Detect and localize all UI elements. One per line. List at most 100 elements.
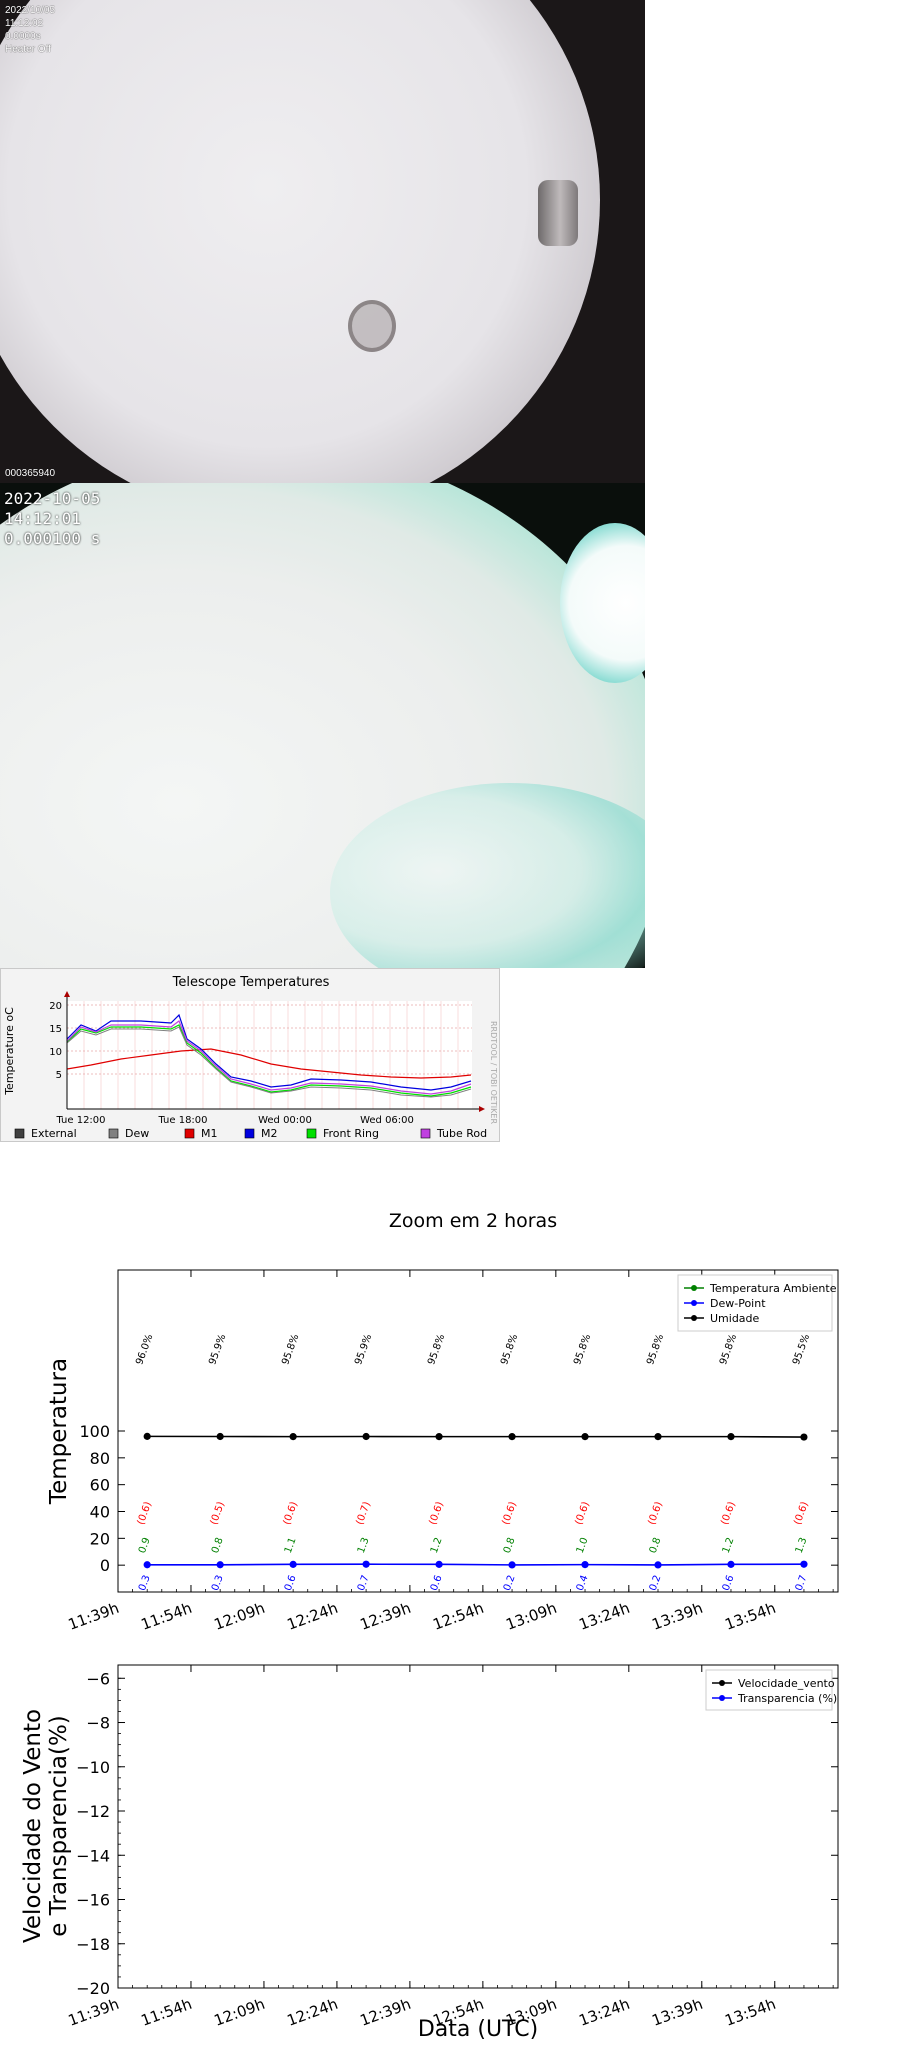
telescope-y-tick-label: 20 (49, 1001, 62, 1012)
telescope-x-ticks: Tue 12:00 Tue 18:00 Wed 00:00 Wed 06:00 (55, 1115, 413, 1126)
wind-transparency-axes: Velocidade do Vento e Transparencia(%) −… (20, 1664, 839, 2030)
legend-label: Temperatura Ambiente (709, 1282, 837, 1295)
bright-glare (560, 523, 645, 683)
x-tick-label: 11:39h (66, 1995, 122, 2030)
wind-y-ticks: −6 −8 −10 −12 −14 −16 −18 −20 (76, 1669, 838, 1998)
legend-swatch-icon (420, 1128, 431, 1139)
y-tick-label: −8 (86, 1714, 110, 1733)
telescope-x-tick-label: Wed 00:00 (258, 1115, 312, 1126)
tube-rod-line (66, 1020, 472, 1095)
temperature-y-label: Temperatura (46, 1358, 72, 1505)
telescope-x-tick-label: Wed 06:00 (360, 1115, 414, 1126)
x-tick-label: 12:09h (212, 1599, 268, 1634)
data-value-label: 0.2 (648, 1574, 664, 1593)
camera-top-heater-status: Heater Off (5, 44, 51, 55)
series-point (654, 1561, 662, 1569)
telescope-series-lines (66, 1013, 472, 1098)
x-tick-label: 13:39h (649, 1599, 705, 1634)
series-point (216, 1561, 224, 1569)
legend-label: Transparencia (%) (737, 1692, 837, 1705)
series-point (800, 1433, 808, 1441)
camera-bottom-time: 14:12:01 (4, 509, 82, 528)
legend-label: Velocidade_vento (738, 1677, 835, 1690)
camera-bottom-info: 2022-10-05 14:12:01 0.000100 s (4, 489, 100, 549)
legend-swatch-icon (14, 1128, 25, 1139)
y-tick-label: −12 (76, 1802, 110, 1821)
legend-box (705, 1669, 833, 1711)
series-point (143, 1432, 151, 1440)
data-value-label: 0.8 (648, 1536, 664, 1555)
data-value-label: 0.7 (356, 1574, 372, 1593)
x-tick-label: 11:54h (139, 1995, 195, 2030)
legend-marker-icon (691, 1300, 697, 1306)
legend-marker-icon (719, 1680, 725, 1686)
temperature-y-ticks: 0 20 40 60 80 100 (79, 1422, 838, 1575)
dew-line (66, 1026, 472, 1098)
y-tick-label: 0 (100, 1556, 110, 1575)
wind-y-label-line-1: Velocidade do Vento (20, 1709, 46, 1943)
legend-swatch-icon (306, 1128, 317, 1139)
telescope-y-tick-label: 5 (56, 1070, 62, 1081)
telescope-y-axis-label: Temperature oC (3, 1007, 16, 1096)
y-axis-arrow-icon (64, 991, 70, 997)
series-point (216, 1432, 224, 1441)
weather-zoom-figure: Zoom em 2 horas Temperatura 0 20 40 60 80 100… (0, 1190, 910, 2043)
legend-label: Dew-Point (710, 1297, 766, 1310)
series-point (581, 1433, 589, 1441)
wind-plot-frame (117, 1664, 839, 1989)
legend-label: Umidade (710, 1312, 760, 1325)
telescope-y-ticks: 20 15 10 5 (49, 1001, 62, 1081)
series-point (727, 1560, 735, 1568)
telescope-legend-label: M1 (201, 1127, 218, 1140)
x-tick-label: 13:39h (649, 1995, 705, 2030)
series-point (654, 1433, 662, 1441)
series-point (581, 1561, 589, 1569)
y-tick-label: 100 (79, 1422, 110, 1441)
data-value-label: 0.3 (210, 1574, 226, 1593)
figure-title: Zoom em 2 horas (389, 1210, 557, 1232)
series-point (435, 1560, 443, 1568)
data-value-label: 0.9 (137, 1536, 153, 1555)
data-value-label: 1.3 (794, 1536, 810, 1555)
legend-marker-icon (719, 1695, 725, 1701)
x-tick-label: 12:39h (358, 1995, 414, 2030)
legend-marker-icon (691, 1285, 697, 1291)
camera-top-time: 11:12:02 (5, 18, 44, 29)
series-point (289, 1433, 297, 1441)
y-tick-label: −10 (76, 1758, 110, 1777)
data-value-label: 1.2 (721, 1536, 737, 1555)
data-value-label: 0.8 (210, 1536, 226, 1555)
front-ring-line (66, 1024, 472, 1097)
y-tick-label: −14 (76, 1846, 110, 1865)
data-value-label: 0.6 (283, 1574, 299, 1593)
camera-bottom-date: 2022-10-05 (4, 489, 101, 508)
wind-legend: Velocidade_vento Transparencia (%) (705, 1669, 837, 1711)
series-line (147, 1435, 804, 1438)
ground-reflection (330, 783, 645, 968)
x-tick-label: 13:54h (722, 1995, 778, 2030)
data-value-label: 1.0 (575, 1536, 591, 1555)
m1-line (66, 1048, 472, 1079)
series-point (289, 1560, 297, 1568)
x-tick-label: 12:24h (285, 1995, 341, 2030)
series-line (147, 1563, 804, 1566)
series-point (508, 1561, 516, 1569)
telescope-legend: External Dew M1 M2 Front Ring Tube Rod (14, 1127, 487, 1140)
y-tick-label: −20 (76, 1979, 110, 1998)
x-tick-label: 13:24h (576, 1995, 632, 2030)
x-tick-label: 11:39h (66, 1599, 122, 1634)
camera-top-date: 2022/10/05 (5, 5, 56, 16)
telescope-x-tick-label: Tue 18:00 (157, 1115, 207, 1126)
y-tick-label: −6 (86, 1669, 110, 1688)
data-value-label: 0.7 (794, 1574, 810, 1593)
x-axis-arrow-icon (479, 1106, 485, 1112)
telescope-legend-label: Dew (125, 1127, 149, 1140)
data-value-label: 1.2 (429, 1536, 445, 1555)
rrdtool-watermark: RRDTOOL / TOBI OETIKER (489, 1021, 498, 1124)
y-tick-label: −18 (76, 1935, 110, 1954)
y-tick-label: 60 (90, 1476, 110, 1495)
camera-top-frame-id: 000365940 (5, 468, 56, 479)
x-tick-label: 11:54h (139, 1599, 195, 1634)
y-tick-label: 20 (90, 1529, 110, 1548)
series-point (435, 1433, 443, 1441)
